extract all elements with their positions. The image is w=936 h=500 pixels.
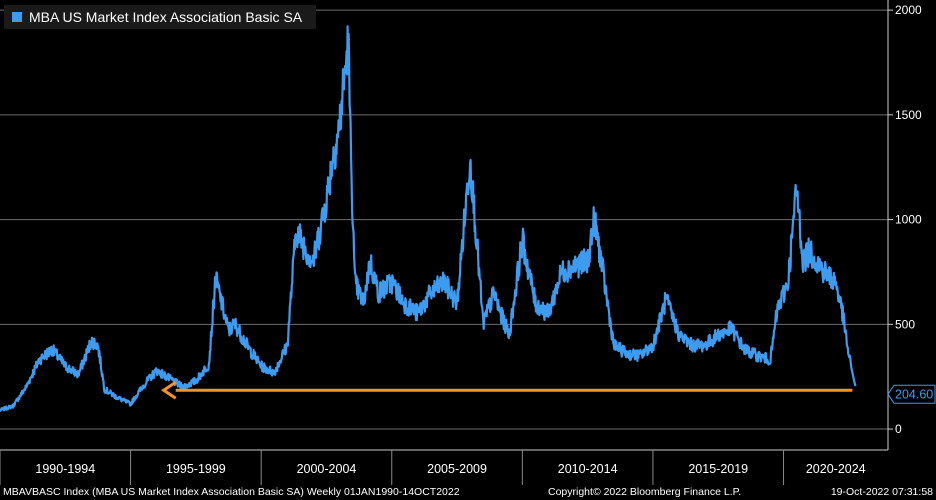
x-axis-sections: 1990-1994 1995-1999 2000-2004 2005-2009 2010…	[0, 449, 888, 485]
x-tick-label: 2010-2014	[558, 462, 618, 476]
x-tick-label: 1995-1999	[166, 462, 226, 476]
footer-source: MBAVBASC Index (MBA US Market Index Asso…	[3, 486, 460, 498]
footer: MBAVBASC Index (MBA US Market Index Asso…	[0, 485, 936, 500]
footer-copyright: Copyright© 2022 Bloomberg Finance L.P.	[548, 486, 742, 498]
y-tick-label: 500	[895, 317, 915, 331]
y-tick-label: 0	[895, 422, 902, 436]
x-tick-label: 1990-1994	[35, 462, 95, 476]
last-value-marker: 204.60	[887, 384, 936, 404]
x-tick-label: 2020-2024	[806, 462, 866, 476]
x-tick-label: 2005-2009	[427, 462, 487, 476]
last-value-box	[887, 384, 936, 404]
y-tick-label: 1000	[895, 213, 922, 227]
y-tick-label: 1500	[895, 108, 922, 122]
last-value-label: 204.60	[895, 388, 933, 402]
legend: MBA US Market Index Association Basic SA	[4, 5, 317, 29]
x-tick-label: 2000-2004	[297, 462, 357, 476]
chart: 1990-1994 1995-1999 2000-2004 2005-2009 2010…	[0, 0, 936, 485]
y-axis: 0 500 1000 1500 2000	[887, 0, 922, 450]
series-line	[0, 25, 857, 412]
gridlines	[0, 9, 888, 430]
reference-arrowhead	[161, 380, 177, 400]
reference-arrow	[161, 380, 853, 400]
footer-timestamp: 19-Oct-2022 07:31:58	[830, 486, 933, 498]
legend-label: MBA US Market Index Association Basic SA	[29, 9, 303, 25]
legend-swatch	[12, 12, 22, 22]
y-tick-label: 2000	[895, 3, 922, 17]
x-tick-label: 2015-2019	[688, 462, 748, 476]
